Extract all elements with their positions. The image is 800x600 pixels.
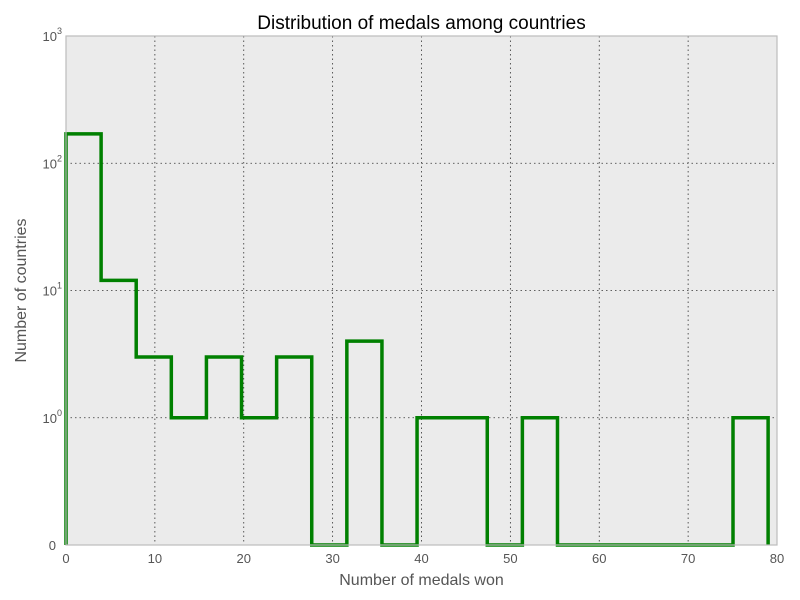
y-tick-base: 10: [43, 411, 57, 426]
y-tick-exponent: 3: [57, 26, 62, 36]
y-tick-base: 0: [49, 538, 56, 553]
y-tick-label: 100: [43, 408, 62, 426]
y-tick-base: 10: [43, 284, 57, 299]
y-axis-label: Number of countries: [13, 218, 30, 362]
y-tick-label: 101: [43, 281, 62, 299]
x-tick-label: 60: [592, 551, 606, 566]
y-tick-exponent: 1: [57, 281, 62, 291]
x-axis-ticks: 0 10 20 30 40 50 60 70 80: [62, 551, 784, 566]
x-axis-label: Number of medals won: [339, 572, 504, 589]
y-tick-label: 102: [43, 153, 62, 171]
x-tick-label: 80: [770, 551, 784, 566]
x-tick-label: 0: [62, 551, 69, 566]
x-tick-label: 40: [414, 551, 428, 566]
x-tick-label: 20: [237, 551, 251, 566]
y-tick-base: 10: [43, 29, 57, 44]
y-tick-exponent: 0: [57, 408, 62, 418]
plot-frame: [65, 35, 778, 546]
x-tick-label: 70: [681, 551, 695, 566]
x-tick-label: 30: [325, 551, 339, 566]
y-tick-label: 0: [49, 538, 56, 553]
x-tick-label: 10: [148, 551, 162, 566]
y-tick-exponent: 2: [57, 153, 62, 163]
x-tick-label: 50: [503, 551, 517, 566]
y-tick-label: 103: [43, 26, 62, 44]
chart-title: Distribution of medals among countries: [257, 13, 585, 34]
y-tick-base: 10: [43, 156, 57, 171]
